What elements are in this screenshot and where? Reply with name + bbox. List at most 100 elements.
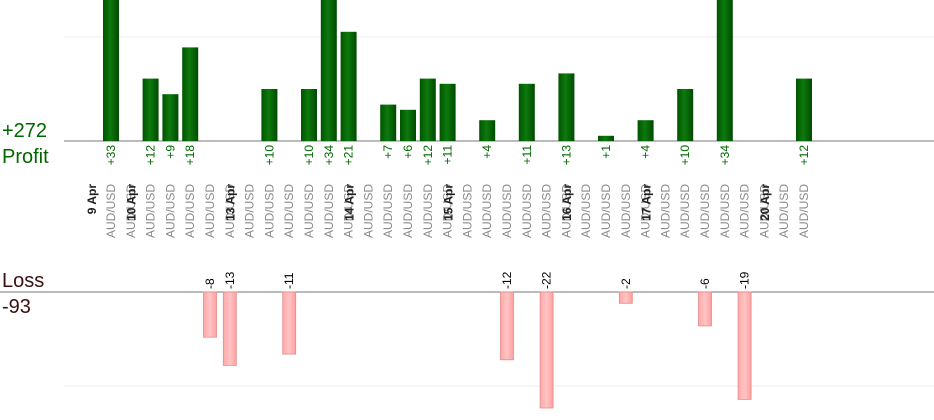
pair-label: AUD/USD	[619, 184, 633, 238]
pair-label: AUD/USD	[678, 184, 692, 238]
profit-value-label: +4	[639, 145, 653, 159]
pair-label: AUD/USD	[718, 184, 732, 238]
loss-bar	[282, 291, 297, 355]
pair-label: AUD/USD	[738, 184, 752, 238]
loss-bar	[618, 291, 633, 304]
pair-label: AUD/USD	[203, 184, 217, 238]
pair-label: AUD/USD	[124, 184, 138, 238]
profit-bar	[162, 94, 179, 141]
pair-label: AUD/USD	[480, 184, 494, 238]
pair-label: AUD/USD	[163, 184, 177, 238]
profit-bar	[637, 120, 654, 141]
profit-bar	[439, 83, 456, 141]
loss-bar	[737, 291, 752, 400]
profit-value-label: +10	[262, 145, 276, 166]
date-label: 15 Apr	[441, 184, 455, 221]
profit-value-label: +6	[401, 145, 415, 159]
pair-label: AUD/USD	[342, 184, 356, 238]
profit-value-label: +9	[163, 145, 177, 159]
profit-bar	[598, 135, 614, 141]
pair-label: AUD/USD	[183, 184, 197, 238]
profit-value-label: +34	[322, 145, 336, 166]
profit-value-label: +12	[421, 145, 435, 166]
profit-bar	[400, 109, 416, 141]
profit-value-label: +33	[104, 145, 118, 166]
loss-value-label: -19	[738, 271, 752, 289]
pair-label: AUD/USD	[361, 184, 375, 238]
profit-bar	[796, 78, 812, 141]
loss-bar	[222, 291, 237, 366]
profit-bar	[419, 78, 436, 141]
pair-label: AUD/USD	[223, 184, 237, 238]
profit-bar	[479, 120, 496, 141]
pair-label: AUD/USD	[757, 184, 771, 238]
loss-bar	[203, 291, 217, 338]
loss-value-label: -2	[619, 278, 633, 289]
profit-value-label: +10	[302, 145, 316, 166]
profit-value-label: +4	[480, 145, 494, 159]
date-label: 17 Apr	[639, 184, 653, 221]
loss-value-label: -13	[223, 271, 237, 289]
profit-value-label: +11	[441, 145, 455, 165]
profit-bar	[103, 0, 119, 141]
profit-value-label: +10	[678, 145, 692, 166]
profit-bar	[340, 31, 357, 141]
pair-label: AUD/USD	[540, 184, 554, 238]
profit-value-label: +21	[342, 145, 356, 166]
loss-value-label: -8	[203, 278, 217, 289]
pair-label: AUD/USD	[421, 184, 435, 238]
pair-label: AUD/USD	[559, 184, 573, 238]
profit-bar	[320, 0, 337, 141]
loss-bars	[203, 291, 752, 409]
pair-label: AUD/USD	[520, 184, 534, 238]
pair-label: AUD/USD	[639, 184, 653, 238]
pair-label: AUD/USD	[500, 184, 514, 238]
pair-label: AUD/USD	[282, 184, 296, 238]
pair-label: AUD/USD	[243, 184, 257, 238]
pair-label: AUD/USD	[658, 184, 672, 238]
loss-value-label: -22	[540, 271, 554, 289]
loss-title: Loss	[2, 270, 44, 292]
profit-bar	[142, 78, 159, 141]
pair-label: AUD/USD	[797, 184, 811, 238]
pair-label: AUD/USD	[599, 184, 613, 238]
pair-label: AUD/USD	[579, 184, 593, 238]
date-label: 16 Apr	[560, 184, 574, 221]
profit-title: Profit	[2, 146, 49, 168]
date-label: 9 Apr	[85, 184, 99, 215]
profit-value-label: +34	[718, 145, 732, 166]
pair-label: AUD/USD	[777, 184, 791, 238]
profit-value-label: +1	[599, 145, 613, 159]
date-label: 14 Apr	[342, 184, 356, 221]
profit-value-label: +11	[520, 145, 534, 165]
profit-bar	[558, 73, 575, 141]
pair-label: AUD/USD	[302, 184, 316, 238]
pair-label: AUD/USD	[381, 184, 395, 238]
profit-value-label: +7	[381, 145, 395, 159]
profit-bar	[380, 104, 397, 141]
pair-label: AUD/USD	[144, 184, 158, 238]
value-labels: +33 +12 +9 +18 -8 -13 +10 -11 +10 +34 +21 +7 +6 +12 +1…	[104, 145, 811, 289]
pair-label: AUD/USD	[441, 184, 455, 238]
profit-bar	[301, 89, 317, 141]
pair-label: AUD/USD	[322, 184, 336, 238]
date-label: 13 Apr	[224, 184, 238, 221]
profit-value-label: +13	[559, 145, 573, 166]
profit-value-label: +18	[183, 145, 197, 166]
profit-value-label: +12	[797, 145, 811, 166]
profit-bar	[261, 89, 278, 141]
profit-bars	[103, 0, 812, 141]
loss-value-label: -6	[698, 278, 712, 289]
pair-label: AUD/USD	[698, 184, 712, 238]
pair-label: AUD/USD	[460, 184, 474, 238]
pair-label: AUD/USD	[401, 184, 415, 238]
pair-label: AUD/USD	[262, 184, 276, 238]
profit-bar	[677, 89, 694, 141]
profit-bar	[182, 47, 199, 141]
loss-bar	[500, 291, 514, 361]
date-label: 10 Apr	[125, 184, 139, 221]
date-label: 20 Apr	[758, 184, 772, 221]
loss-value-label: -12	[500, 271, 514, 289]
